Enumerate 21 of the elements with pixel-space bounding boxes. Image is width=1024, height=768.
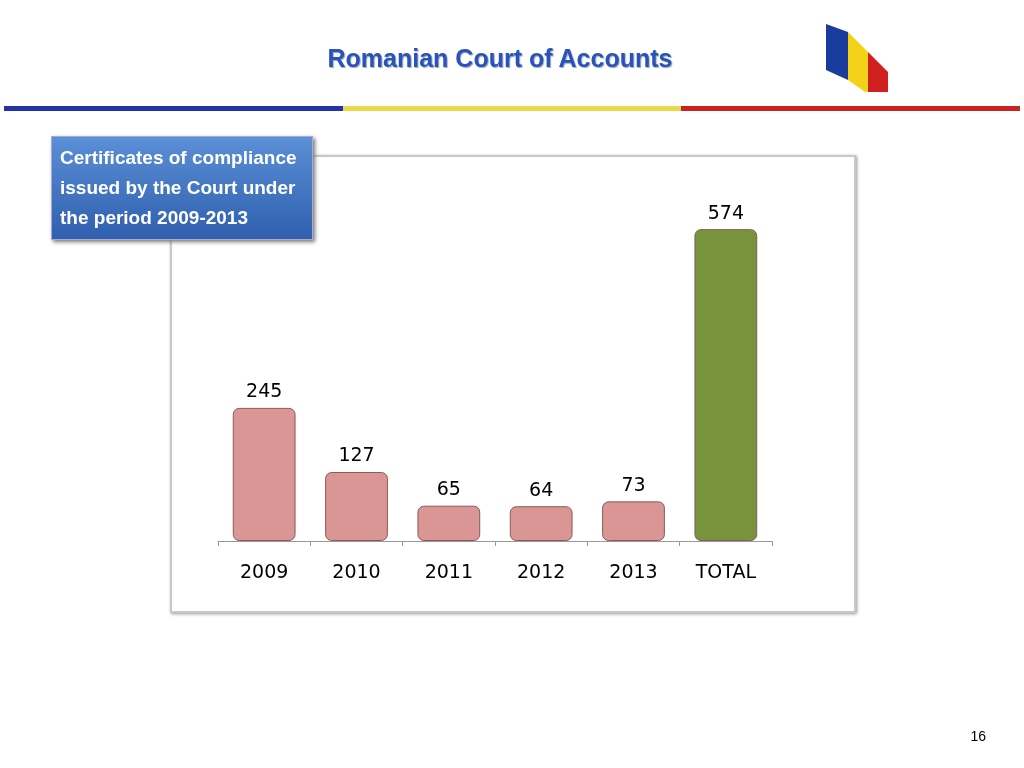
data-label: 245 <box>246 379 283 402</box>
text: 16 <box>970 728 986 744</box>
x-tick-label: TOTAL <box>694 559 757 582</box>
chart-title: Romanian Court of Accounts <box>326 44 674 73</box>
x-tick-label: 2012 <box>516 559 566 582</box>
bar <box>602 501 665 541</box>
bar <box>417 505 481 541</box>
data-label: 574 <box>707 200 744 223</box>
chart-subtitle: Certificates of compliance issued by the Court under the period 2009-2013 <box>51 136 313 240</box>
x-tick-label: 2013 <box>609 559 658 582</box>
x-tick-label: 2011 <box>424 559 474 582</box>
data-label: 64 <box>529 477 554 500</box>
bar <box>509 506 573 541</box>
x-tick-label: 2009 <box>239 559 289 582</box>
bar <box>325 472 388 541</box>
bar <box>694 229 758 541</box>
data-label: 127 <box>338 443 375 466</box>
data-label: 73 <box>621 472 646 495</box>
bar <box>232 407 296 541</box>
data-label: 65 <box>436 477 461 500</box>
x-tick-label: 2010 <box>332 559 381 582</box>
